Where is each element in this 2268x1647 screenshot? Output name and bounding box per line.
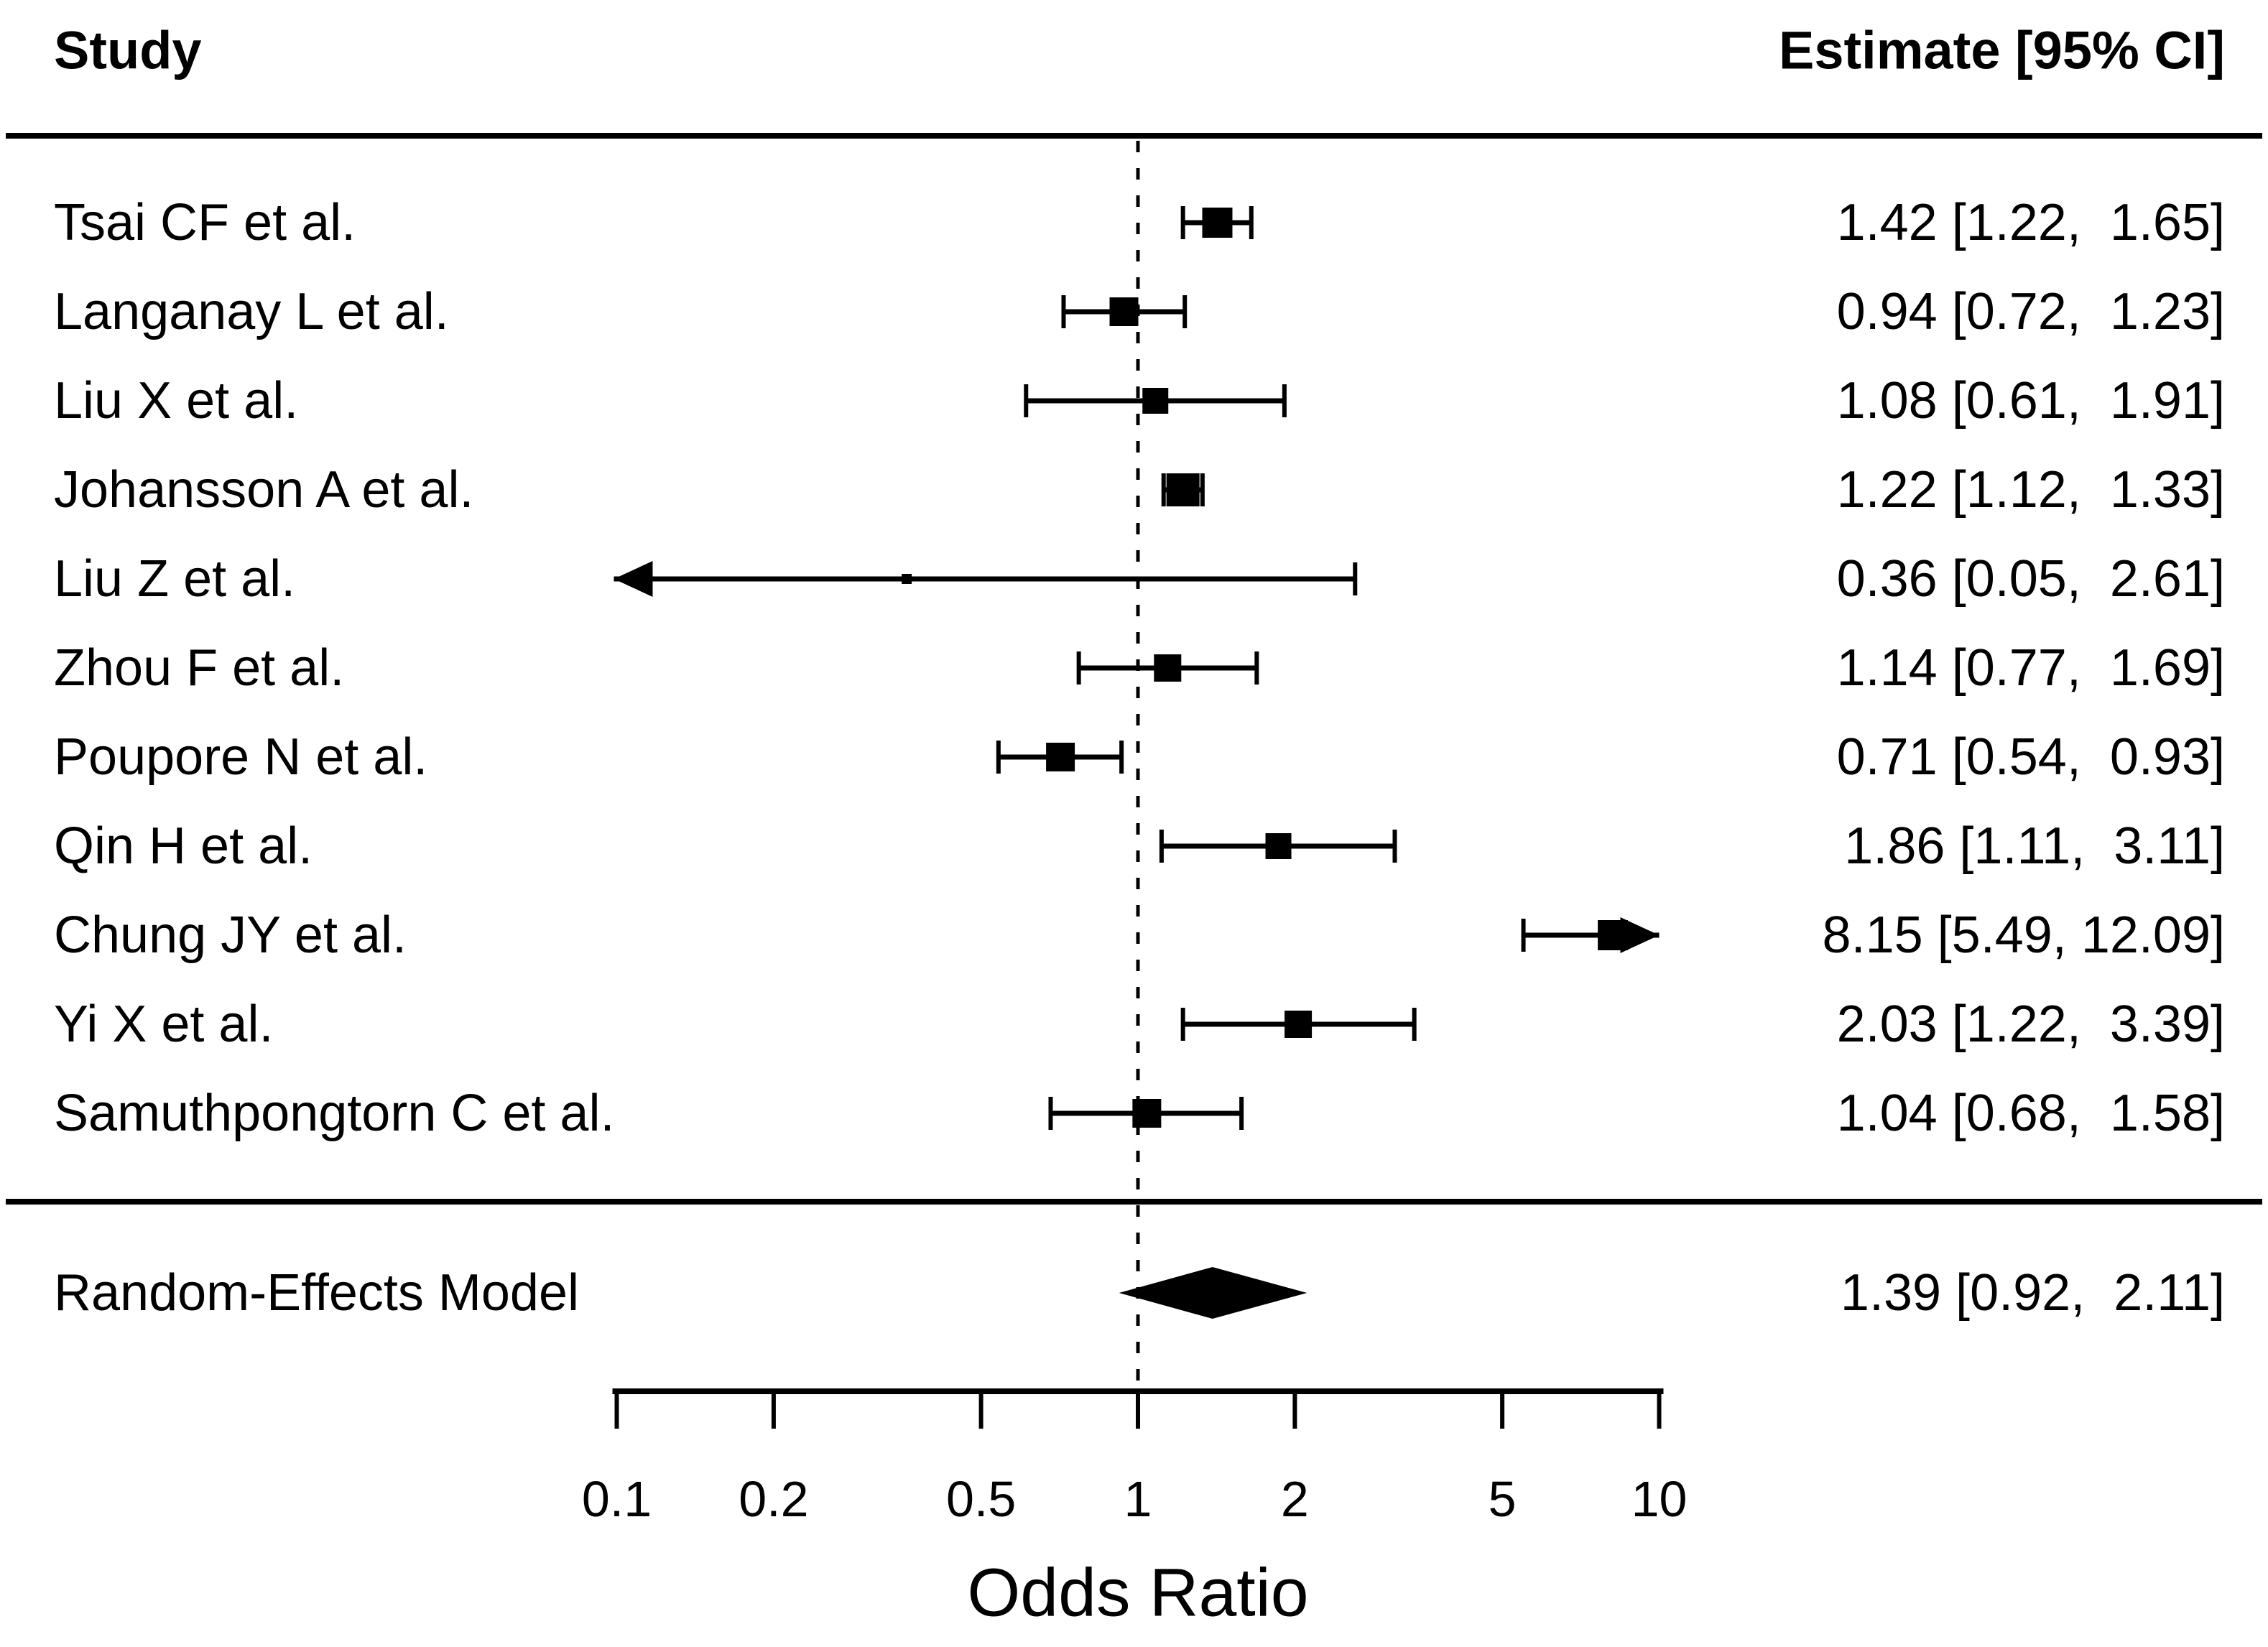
estimate-value: 1.14 [0.77, 1.69] (1836, 639, 2225, 697)
effect-square (1202, 208, 1233, 238)
study-label: Liu X et al. (54, 372, 299, 430)
estimate-value: 1.04 [0.68, 1.58] (1836, 1085, 2225, 1142)
effect-square (1598, 920, 1629, 950)
study-label: Langanay L et al. (54, 283, 449, 340)
x-axis-tick-label: 0.2 (739, 1471, 809, 1527)
study-label: Yi X et al. (54, 996, 274, 1053)
study-label: Liu Z et al. (54, 550, 296, 608)
effect-square (902, 574, 912, 584)
x-axis-tick-label: 2 (1280, 1471, 1309, 1527)
effect-square (1166, 473, 1200, 506)
summary-estimate: 1.39 [0.92, 2.11] (1840, 1264, 2225, 1322)
effect-square (1142, 388, 1169, 414)
study-label: Samuthpongtorn C et al. (54, 1085, 615, 1142)
effect-square (1109, 297, 1139, 326)
study-label: Zhou F et al. (54, 639, 345, 697)
estimate-value: 1.42 [1.22, 1.65] (1836, 194, 2225, 251)
estimate-value: 2.03 [1.22, 3.39] (1836, 996, 2225, 1053)
summary-label: Random-Effects Model (54, 1264, 580, 1322)
effect-square (1132, 1099, 1162, 1128)
estimate-value: 0.94 [0.72, 1.23] (1836, 283, 2225, 340)
study-label: Chung JY et al. (54, 906, 407, 964)
summary-diamond (1119, 1267, 1307, 1319)
x-axis-tick-label: 1 (1124, 1471, 1152, 1527)
study-label: Poupore N et al. (54, 728, 428, 786)
effect-square (1154, 654, 1182, 682)
estimate-value: 1.22 [1.12, 1.33] (1836, 461, 2225, 519)
study-label: Johansson A et al. (54, 461, 474, 519)
x-axis-tick-label: 5 (1488, 1471, 1517, 1527)
estimate-column-header: Estimate [95% CI] (1779, 20, 2225, 80)
estimate-value: 1.86 [1.11, 3.11] (1844, 817, 2225, 875)
estimate-value: 0.36 [0.05, 2.61] (1836, 550, 2225, 608)
study-label: Qin H et al. (54, 817, 313, 875)
x-axis-tick-label: 0.5 (945, 1471, 1017, 1527)
x-axis-title: Odds Ratio (967, 1554, 1309, 1631)
x-axis-tick-label: 10 (1631, 1471, 1688, 1527)
effect-square (1046, 743, 1075, 771)
estimate-value: 8.15 [5.49, 12.09] (1822, 906, 2225, 964)
estimate-value: 0.71 [0.54, 0.93] (1836, 728, 2225, 786)
study-column-header: Study (54, 20, 202, 80)
study-label: Tsai CF et al. (54, 194, 356, 251)
right-arrow-icon (1620, 917, 1660, 953)
estimate-value: 1.08 [0.61, 1.91] (1836, 372, 2225, 430)
left-arrow-icon (614, 561, 653, 597)
effect-square (1285, 1011, 1313, 1038)
x-axis-tick-label: 0.1 (581, 1471, 652, 1527)
effect-square (1265, 833, 1292, 859)
